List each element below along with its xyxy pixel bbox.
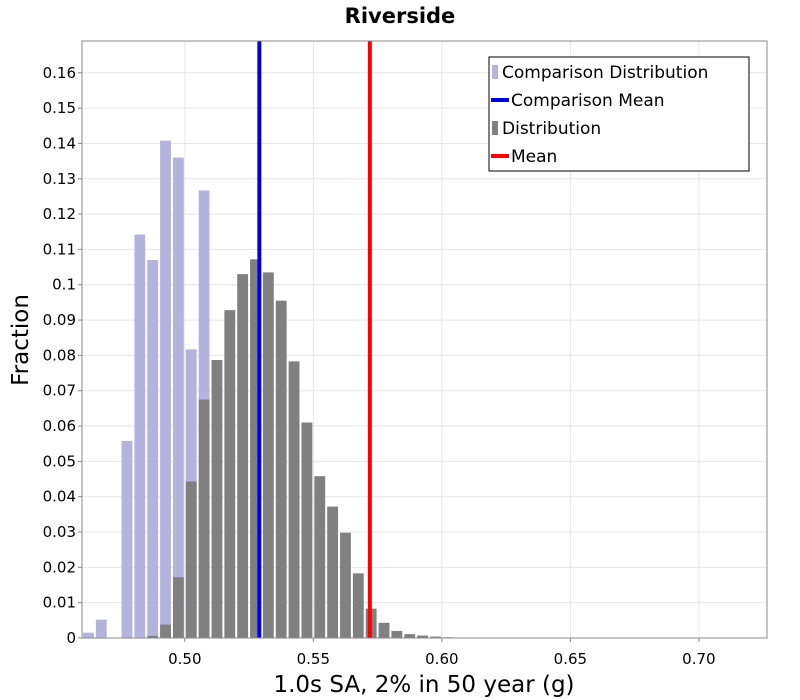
legend-swatch-comparison-distribution: [492, 65, 498, 79]
distribution-bar: [429, 636, 441, 638]
comparison-distribution-bar: [172, 157, 184, 638]
distribution-bar: [352, 573, 364, 638]
distribution-bar: [250, 259, 261, 638]
y-tick-label: 0.13: [43, 170, 76, 188]
distribution-bar: [160, 624, 171, 638]
x-tick-label: 0.60: [425, 650, 458, 668]
comparison-distribution-bar: [147, 260, 159, 638]
y-tick-label: 0.09: [43, 311, 76, 329]
y-tick-label: 0.06: [43, 417, 76, 435]
distribution-bar: [391, 630, 403, 638]
distribution-bar: [224, 310, 236, 638]
distribution-bar: [262, 272, 274, 638]
y-axis-label: Fraction: [8, 294, 34, 386]
legend-label-mean: Mean: [511, 147, 557, 167]
x-tick-label: 0.65: [554, 650, 587, 668]
y-tick-label: 0.02: [43, 558, 76, 576]
distribution-bar: [314, 476, 326, 638]
distribution-bar: [340, 532, 351, 638]
x-axis-ticks: 0.50 0.55 0.60 0.65 0.70: [168, 638, 716, 668]
distribution-bar: [301, 422, 313, 638]
distribution-bar: [172, 577, 184, 638]
legend-label-comparison-distribution: Comparison Distribution: [502, 63, 708, 83]
y-tick-label: 0.05: [43, 452, 76, 470]
distribution-bar: [198, 399, 210, 638]
chart-title: Riverside: [345, 4, 456, 28]
legend-swatch-distribution: [492, 121, 498, 135]
distribution-bar: [404, 634, 416, 638]
x-axis-label: 1.0s SA, 2% in 50 year (g): [273, 672, 574, 698]
distribution-bar: [417, 635, 428, 638]
y-tick-label: 0.04: [43, 488, 76, 506]
y-tick-label: 0: [66, 629, 76, 647]
y-tick-label: 0.14: [43, 134, 76, 152]
y-tick-label: 0.01: [43, 594, 76, 612]
distribution-bar: [237, 274, 249, 638]
x-tick-label: 0.55: [297, 650, 330, 668]
distribution-bar: [288, 361, 300, 638]
legend-label-distribution: Distribution: [502, 119, 601, 139]
y-axis-ticks: 0 0.01 0.02 0.03 0.04 0.05 0.06 0.07 0.08 0.09 0.1…: [43, 64, 82, 647]
y-tick-label: 0.12: [43, 205, 76, 223]
y-tick-label: 0.03: [43, 523, 76, 541]
y-tick-label: 0.1: [52, 276, 76, 294]
distribution-bar: [185, 481, 197, 638]
y-tick-label: 0.08: [43, 346, 76, 364]
legend-label-comparison-mean: Comparison Mean: [511, 91, 665, 111]
y-tick-label: 0.07: [43, 382, 76, 400]
x-tick-label: 0.70: [682, 650, 715, 668]
distribution-bar: [211, 359, 223, 638]
comparison-distribution-bar: [95, 619, 107, 638]
legend: Comparison Distribution Comparison Mean Di…: [488, 56, 750, 172]
x-tick-label: 0.50: [168, 650, 201, 668]
comparison-distribution-bar: [134, 234, 146, 638]
mean-lines: [257, 41, 372, 638]
distribution-bar: [275, 300, 287, 638]
y-tick-label: 0.11: [43, 240, 76, 258]
distribution-bar: [378, 622, 390, 638]
y-tick-label: 0.16: [43, 64, 76, 82]
y-tick-label: 0.15: [43, 99, 76, 117]
distribution-bar: [147, 635, 159, 638]
comparison-distribution-bar: [83, 632, 94, 638]
comparison-distribution-bar: [160, 140, 171, 639]
distribution-bars: [147, 259, 480, 638]
legend-box: [488, 56, 750, 172]
comparison-distribution-bar: [121, 440, 133, 638]
distribution-bar: [327, 506, 339, 638]
plot-area-border: [81, 40, 768, 639]
